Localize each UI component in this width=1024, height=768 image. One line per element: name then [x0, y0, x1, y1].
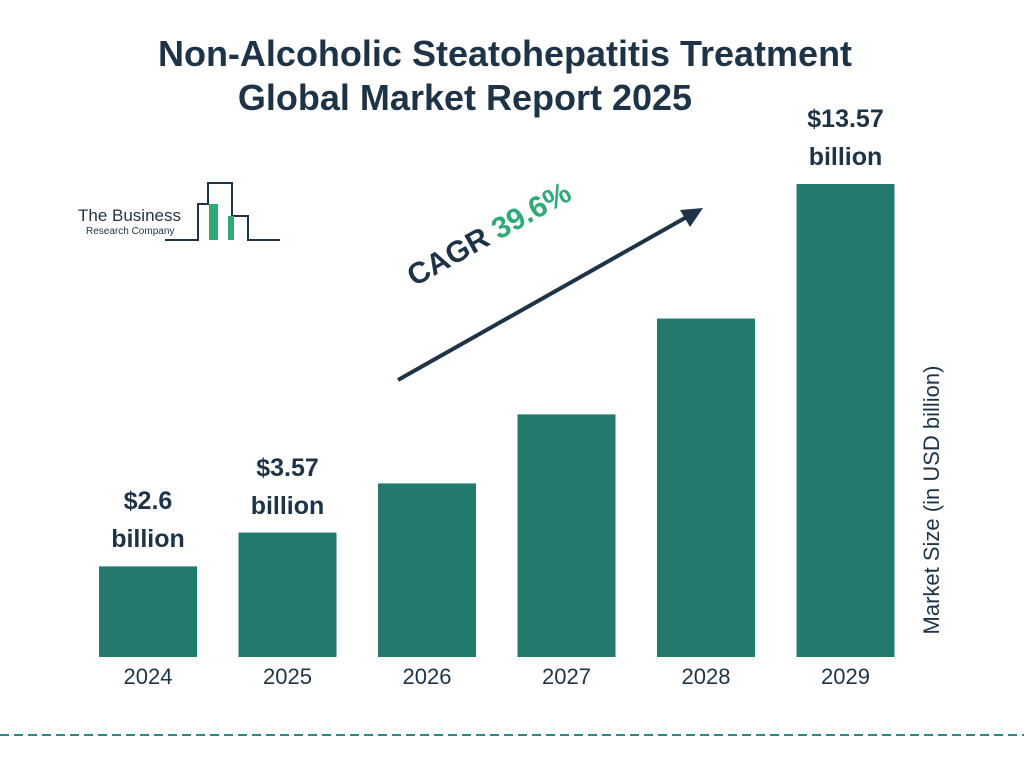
bar [99, 566, 197, 657]
bar [238, 532, 337, 657]
value-label: $2.6 billion [111, 487, 185, 554]
x-tick-label: 2024 [123, 664, 173, 689]
bar [378, 483, 476, 657]
value-label: $13.57 billion [807, 105, 884, 171]
logo-text: Research Company [86, 226, 175, 237]
chart-title: Global Market Report 2025 [237, 77, 693, 118]
cagr-arrow [397, 208, 703, 382]
x-tick-label: 2025 [263, 664, 312, 689]
logo-icon [165, 182, 280, 241]
y-axis-label: Market Size (in USD billion) [919, 365, 944, 635]
bar [657, 318, 755, 657]
x-tick-label: 2028 [681, 664, 731, 689]
bar [517, 414, 616, 657]
value-label: $3.57 billion [250, 453, 325, 520]
chart-title: Non-Alcoholic Steatohepatitis Treatment [157, 33, 853, 74]
logo-text: The Business [78, 206, 181, 225]
x-tick-label: 2026 [402, 664, 452, 689]
x-tick-label: 2029 [821, 664, 870, 689]
bar [796, 184, 895, 657]
x-tick-label: 2027 [542, 664, 591, 689]
